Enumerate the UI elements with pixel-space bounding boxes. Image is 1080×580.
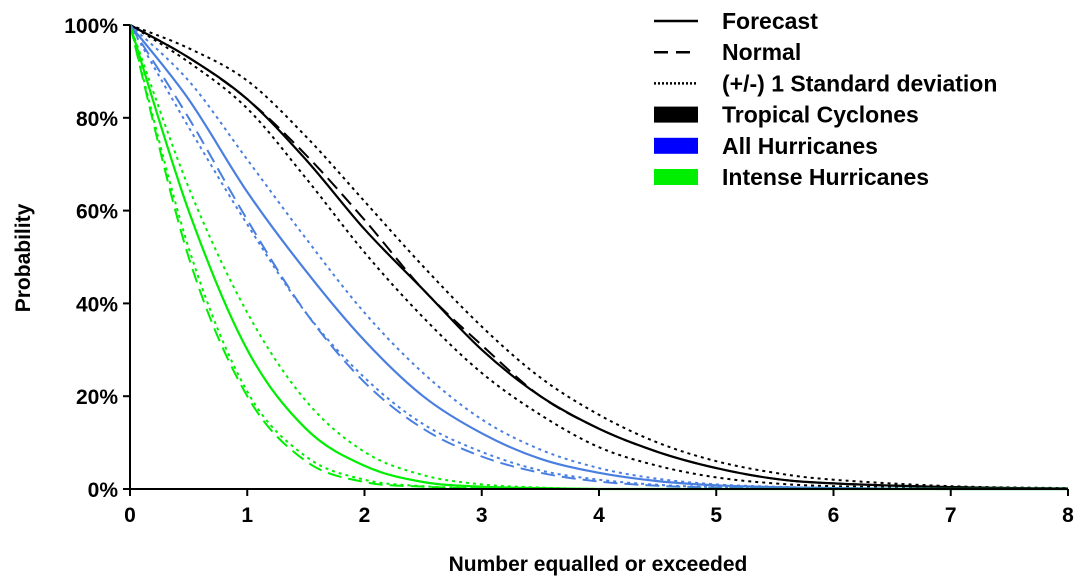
legend-label-tropical-cyclones: Tropical Cyclones (722, 102, 919, 128)
y-tick-label: 80% (76, 108, 118, 131)
legend-label-intense-hurricanes: Intense Hurricanes (722, 164, 929, 190)
series-line-all-hurricanes-normal (129, 24, 1068, 490)
legend-label-all-hurricanes: All Hurricanes (722, 133, 878, 159)
y-ticks: 0% 20% 40% 60% 80% 100% (64, 15, 130, 502)
legend-label-normal: Normal (722, 39, 801, 65)
x-tick-label: 4 (593, 504, 605, 527)
legend-label-forecast: Forecast (722, 8, 818, 34)
x-tick-label: 6 (828, 504, 840, 527)
x-tick-label: 3 (476, 504, 488, 527)
y-tick-label: 100% (64, 15, 118, 38)
series-line-tropical-cyclones-1-sd (129, 24, 1069, 490)
x-ticks: 0 1 2 3 4 5 6 7 8 (124, 489, 1074, 527)
y-axis-title: Probability (12, 203, 35, 312)
x-tick-label: 5 (710, 504, 722, 527)
series-line-all-hurricanes-1-sd (129, 24, 1068, 490)
x-axis-title: Number equalled or exceeded (449, 553, 748, 576)
legend-swatch-all-hurricanes (654, 137, 698, 154)
x-tick-label: 7 (945, 504, 957, 527)
legend-swatch-intense-hurricanes (654, 169, 698, 185)
x-tick-label: 1 (241, 504, 253, 527)
legend: Forecast Normal (+/-) 1 Standard deviation… (654, 8, 997, 190)
y-tick-label: 40% (76, 293, 118, 316)
series-line-tropical-cyclones-normal (129, 24, 1069, 490)
y-tick-label: 0% (88, 479, 119, 502)
x-tick-label: 0 (124, 504, 136, 527)
legend-swatch-tropical-cyclones (654, 106, 698, 123)
x-tick-label: 2 (359, 504, 371, 527)
legend-label-1-standard-deviation: (+/-) 1 Standard deviation (722, 70, 997, 96)
series-line-tropical-cyclones-1-sd (129, 24, 1069, 490)
y-tick-label: 20% (76, 386, 118, 409)
x-tick-label: 8 (1062, 504, 1074, 527)
y-tick-label: 60% (76, 201, 118, 224)
series-line-all-hurricanes-1-sd (129, 24, 1068, 490)
